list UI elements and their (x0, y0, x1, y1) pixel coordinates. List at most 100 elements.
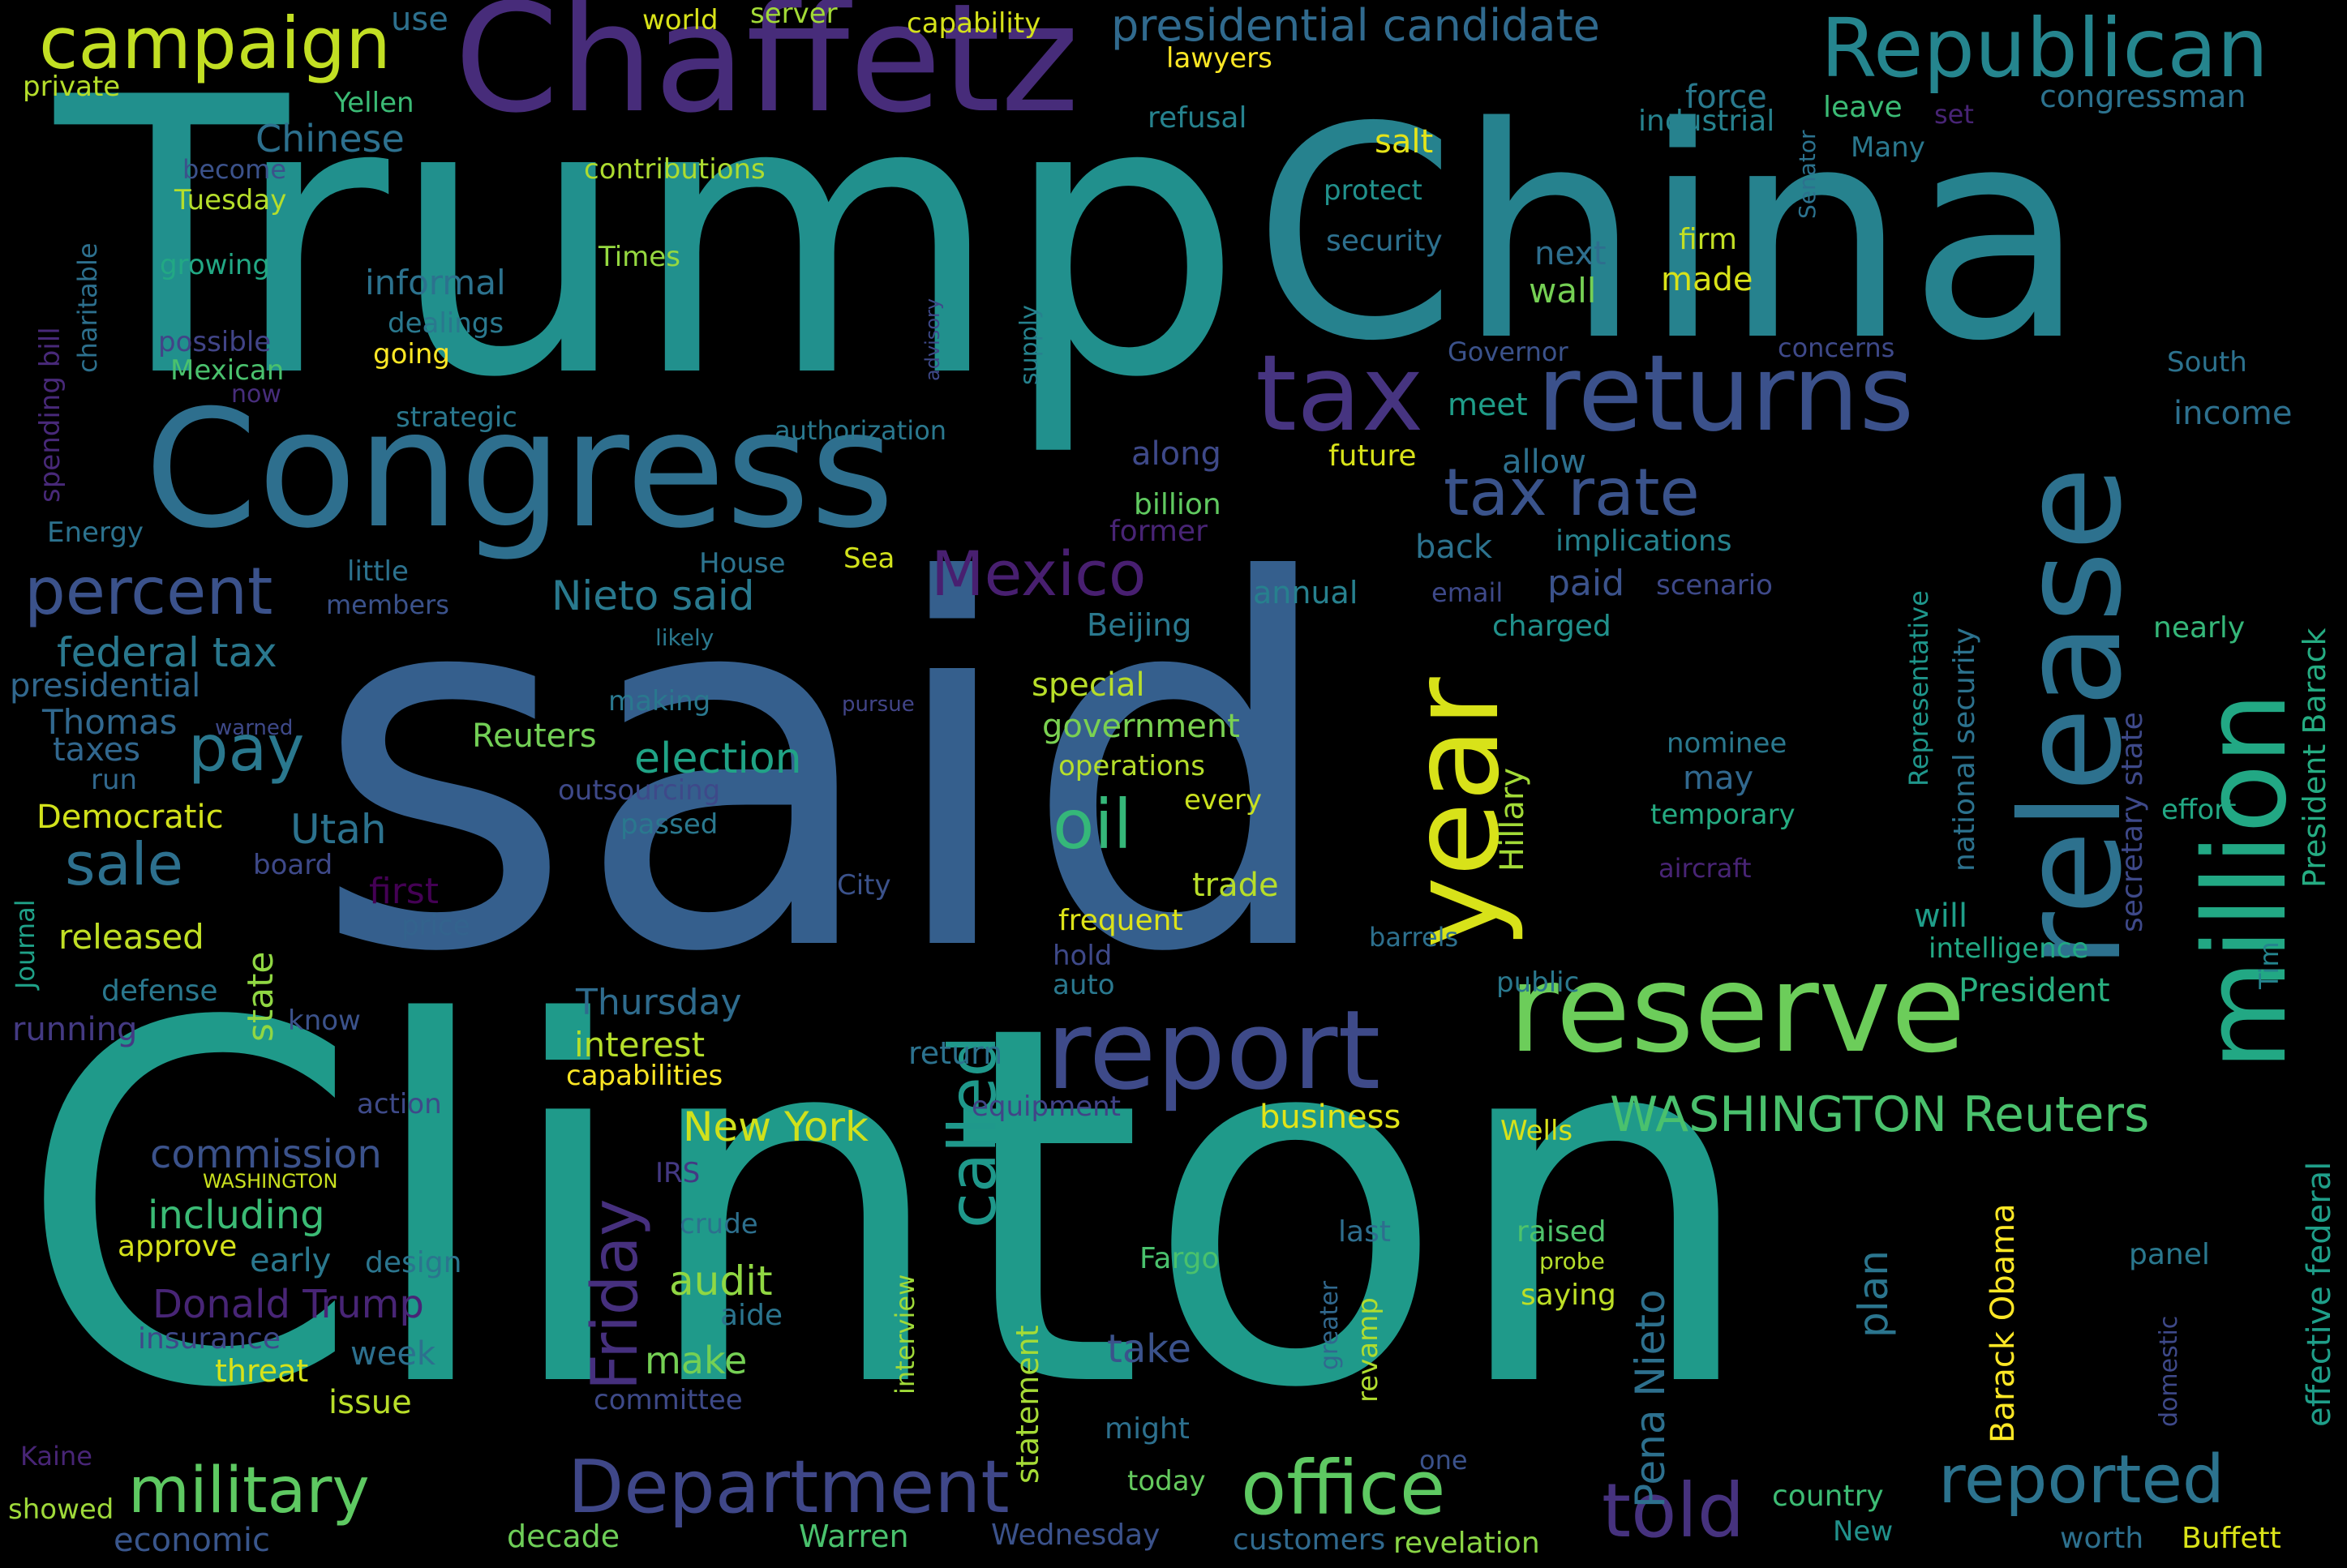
word-yellen: Yellen (334, 87, 414, 119)
word-kaine: Kaine (20, 1441, 92, 1472)
word-buffett: Buffett (2182, 1522, 2281, 1555)
word-congressman: congressman (2040, 79, 2246, 114)
word-sale: sale (65, 830, 183, 898)
word-billion: billion (1134, 488, 1221, 521)
word-outsourcing: outsourcing (558, 774, 721, 807)
word-governor: Governor (1448, 336, 1568, 367)
word-frequent: frequent (1058, 904, 1183, 937)
word-government: government (1042, 708, 1240, 745)
word-authorization: authorization (774, 415, 947, 446)
word-world: world (642, 4, 719, 36)
word-possible: possible (158, 326, 272, 358)
word-crude: crude (680, 1208, 758, 1240)
word-meet: meet (1448, 387, 1528, 422)
word-allow: allow (1502, 443, 1586, 481)
word-week: week (350, 1335, 436, 1373)
word-price: price (401, 910, 470, 942)
word-pay: pay (188, 713, 305, 786)
word-chinese: Chinese (255, 117, 405, 161)
word-reserve: reserve (1508, 939, 1966, 1080)
word-board: board (253, 849, 333, 881)
word-equipment: equipment (972, 1090, 1121, 1123)
word-dealings: dealings (388, 307, 504, 340)
word-interest: interest (574, 1025, 706, 1065)
word-nearly: nearly (2153, 611, 2246, 645)
word-operations: operations (1058, 750, 1205, 782)
word-secretary-state: secretary state (2116, 712, 2149, 932)
word-country: country (1772, 1480, 1884, 1513)
word-new-york: New York (683, 1103, 869, 1150)
word-tim: Tim (2254, 941, 2285, 989)
word-clinton: Clinton (16, 920, 1761, 1496)
word-aircraft: aircraft (1658, 853, 1752, 884)
word-pursue: pursue (842, 692, 915, 717)
word-told: told (1602, 1467, 1745, 1554)
word-paid: paid (1547, 563, 1625, 604)
word-report: report (1046, 987, 1381, 1114)
word-return: return (908, 1035, 1003, 1071)
word-republican: Republican (1821, 1, 2269, 96)
word-mexico: Mexico (931, 538, 1147, 610)
word-taxes: taxes (53, 731, 141, 769)
word-firm: firm (1679, 223, 1737, 256)
word-use: use (391, 1, 448, 38)
word-million: million (2180, 692, 2312, 1070)
word-thursday: Thursday (576, 982, 742, 1023)
word-office: office (1241, 1445, 1446, 1532)
word-commission: commission (150, 1132, 382, 1177)
word-thomas: Thomas (42, 702, 178, 742)
word-customers: customers (1233, 1523, 1386, 1557)
word-mexican: Mexican (170, 354, 285, 387)
word-state: state (240, 951, 281, 1042)
word-spending-bill: spending bill (34, 327, 67, 503)
word-times: Times (599, 241, 680, 273)
word-wednesday: Wednesday (991, 1519, 1161, 1552)
word-public: public (1496, 966, 1580, 999)
word-china: China (1253, 65, 2087, 405)
word-panel: panel (2129, 1238, 2210, 1271)
word-many: Many (1851, 131, 1925, 164)
word-oil: oil (1053, 785, 1133, 864)
word-south: South (2167, 346, 2247, 379)
word-donald-trump: Donald Trump (152, 1282, 424, 1327)
word-greater: greater (1315, 1280, 1344, 1370)
word-early: early (250, 1242, 332, 1279)
word-lawyers: lawyers (1166, 42, 1272, 75)
word-leave: leave (1823, 91, 1903, 124)
word-washington: WASHINGTON (203, 1170, 338, 1193)
word-business: business (1259, 1099, 1401, 1136)
word-warned: warned (215, 716, 294, 740)
word-returns: returns (1537, 332, 1915, 455)
word-journal: Journal (10, 899, 41, 989)
word-revamp: revamp (1352, 1297, 1384, 1403)
word-become: become (182, 154, 287, 185)
word-trump: Trump (55, 17, 1244, 461)
word-force: force (1685, 79, 1767, 116)
word-passed: passed (620, 808, 719, 841)
word-reuters: Reuters (472, 718, 597, 755)
word-now: now (231, 380, 281, 409)
word-know: know (288, 1005, 361, 1037)
word-set: set (1934, 99, 1974, 130)
word-wells: Wells (1500, 1115, 1573, 1147)
word-annual: annual (1253, 575, 1358, 610)
word-every: every (1184, 784, 1263, 816)
word-decade: decade (507, 1519, 620, 1554)
word-salt: salt (1375, 123, 1434, 161)
word-strategic: strategic (396, 401, 517, 434)
word-growing: growing (160, 249, 270, 281)
word-nieto-said: Nieto said (551, 572, 755, 619)
word-made: made (1661, 261, 1753, 298)
word-barack-obama: Barack Obama (1984, 1203, 2022, 1443)
word-will: will (1914, 898, 1968, 935)
word-contributions: contributions (584, 153, 766, 186)
word-aide: aide (720, 1299, 783, 1332)
word-likely: likely (655, 624, 714, 651)
word-future: future (1328, 439, 1417, 473)
word-make: make (645, 1339, 748, 1382)
word-protect: protect (1324, 174, 1422, 207)
word-federal-tax: federal tax (57, 629, 277, 676)
word-last: last (1338, 1215, 1391, 1249)
word-going: going (373, 338, 450, 371)
